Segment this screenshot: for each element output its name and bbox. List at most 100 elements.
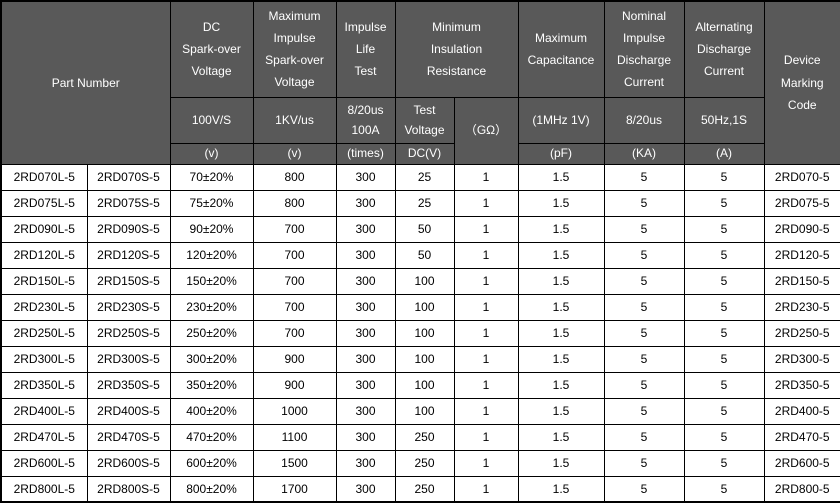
table-cell: 2RD150-5: [763, 267, 840, 295]
table-cell: 2RD120L-5: [0, 241, 88, 269]
table-cell: 2RD800-5: [763, 475, 840, 503]
table-cell: 25: [394, 163, 455, 191]
table-cell: 2RD075S-5: [86, 189, 171, 217]
table-cell: 2RD230-5: [763, 293, 840, 321]
table-cell: 1.5: [517, 397, 605, 425]
condition-alternating: 50Hz,1S: [683, 96, 765, 144]
table-cell: 5: [603, 345, 685, 373]
unit-alternating: (A): [683, 142, 765, 165]
table-row: 2RD470L-5 2RD470S-5 470±20% 1100 300 250 1 1.5 5…: [0, 423, 840, 451]
table-cell: 900: [252, 371, 337, 399]
table-cell: 5: [683, 319, 765, 347]
table-cell: 1: [453, 163, 519, 191]
table-cell: 1000: [252, 397, 337, 425]
condition-insulation-gohm: （GΩ）: [453, 96, 519, 165]
col-header-part-number: Part Number: [0, 0, 171, 165]
table-cell: 100: [394, 293, 455, 321]
table-cell: 5: [683, 371, 765, 399]
table-cell: 2RD250-5: [763, 319, 840, 347]
table-row: 2RD150L-5 2RD150S-5 150±20% 700 300 100 1 1.5 5 5…: [0, 267, 840, 295]
table-cell: 2RD070-5: [763, 163, 840, 191]
table-cell: 300: [335, 189, 396, 217]
table-cell: 300: [335, 423, 396, 451]
table-cell: 5: [683, 475, 765, 503]
table-cell: 2RD470S-5: [86, 423, 171, 451]
table-cell: 300: [335, 241, 396, 269]
table-cell: 300: [335, 475, 396, 503]
col-header-max-capacitance: Maximum Capacitance: [517, 0, 605, 98]
table-cell: 2RD470-5: [763, 423, 840, 451]
table-cell: 2RD400-5: [763, 397, 840, 425]
table-cell: 1.5: [517, 475, 605, 503]
table-cell: 1: [453, 345, 519, 373]
table-cell: 2RD800S-5: [86, 475, 171, 503]
table-row: 2RD070L-5 2RD070S-5 70±20% 800 300 25 1 1.5 5 5 2R…: [0, 163, 840, 191]
table-cell: 250: [394, 475, 455, 503]
table-cell: 5: [683, 241, 765, 269]
table-cell: 5: [683, 163, 765, 191]
table-cell: 2RD250L-5: [0, 319, 88, 347]
table-cell: 5: [683, 189, 765, 217]
table-cell: 300: [335, 345, 396, 373]
table-cell: 600±20%: [169, 449, 254, 477]
table-row: 2RD800L-5 2RD800S-5 800±20% 1700 300 250 1 1.5 5…: [0, 475, 840, 503]
table-cell: 350±20%: [169, 371, 254, 399]
table-cell: 2RD350S-5: [86, 371, 171, 399]
table-cell: 1: [453, 397, 519, 425]
condition-capacitance: (1MHz 1V): [517, 96, 605, 144]
table-cell: 1.5: [517, 423, 605, 451]
table-cell: 1: [453, 449, 519, 477]
table-cell: 2RD400S-5: [86, 397, 171, 425]
table-cell: 700: [252, 293, 337, 321]
unit-test-voltage: DC(V): [394, 142, 455, 165]
table-cell: 2RD400L-5: [0, 397, 88, 425]
col-header-max-impulse-spark-over-voltage: Maximum Impulse Spark-over Voltage: [252, 0, 337, 98]
header-row-conditions: 100V/S 1KV/us 8/20us 100A Test Voltage （…: [1, 96, 840, 165]
table-cell: 2RD350L-5: [0, 371, 88, 399]
table-cell: 300±20%: [169, 345, 254, 373]
table-cell: 2RD150L-5: [0, 267, 88, 295]
table-cell: 2RD230S-5: [86, 293, 171, 321]
table-cell: 1: [453, 319, 519, 347]
table-cell: 2RD090-5: [763, 215, 840, 243]
table-row: 2RD230L-5 2RD230S-5 230±20% 700 300 100 1 1.5 5 5…: [0, 293, 840, 321]
table-cell: 100: [394, 319, 455, 347]
table-cell: 300: [335, 371, 396, 399]
table-cell: 2RD070S-5: [86, 163, 171, 191]
table-cell: 300: [335, 267, 396, 295]
table-cell: 120±20%: [169, 241, 254, 269]
table-row: 2RD250L-5 2RD250S-5 250±20% 700 300 100 1 1.5 5 5…: [0, 319, 840, 347]
table-row: 2RD600L-5 2RD600S-5 600±20% 1500 300 250 1 1.5 5…: [0, 449, 840, 477]
condition-impulse-life: 8/20us 100A: [335, 96, 396, 144]
table-cell: 1: [453, 215, 519, 243]
table-cell: 5: [603, 319, 685, 347]
table-cell: 1: [453, 267, 519, 295]
table-cell: 2RD230L-5: [0, 293, 88, 321]
table-cell: 50: [394, 241, 455, 269]
table-cell: 100: [394, 267, 455, 295]
table-cell: 1: [453, 371, 519, 399]
table-cell: 2RD470L-5: [0, 423, 88, 451]
table-cell: 700: [252, 241, 337, 269]
table-cell: 2RD090L-5: [0, 215, 88, 243]
table-cell: 1: [453, 241, 519, 269]
table-cell: 5: [603, 215, 685, 243]
table-cell: 5: [603, 423, 685, 451]
table-cell: 470±20%: [169, 423, 254, 451]
table-cell: 2RD075L-5: [0, 189, 88, 217]
table-cell: 70±20%: [169, 163, 254, 191]
table-cell: 250±20%: [169, 319, 254, 347]
table-cell: 5: [603, 371, 685, 399]
table-cell: 230±20%: [169, 293, 254, 321]
table-row: 2RD300L-5 2RD300S-5 300±20% 900 300 100 1 1.5 5 5…: [0, 345, 840, 373]
table-cell: 1: [453, 293, 519, 321]
condition-test-voltage: Test Voltage: [394, 96, 455, 144]
table-cell: 1: [453, 423, 519, 451]
table-cell: 90±20%: [169, 215, 254, 243]
col-header-min-insulation-resistance: Minimum Insulation Resistance: [394, 0, 519, 98]
table-cell: 700: [252, 215, 337, 243]
table-cell: 1.5: [517, 319, 605, 347]
table-cell: 2RD300L-5: [0, 345, 88, 373]
table-cell: 800±20%: [169, 475, 254, 503]
table-cell: 700: [252, 319, 337, 347]
